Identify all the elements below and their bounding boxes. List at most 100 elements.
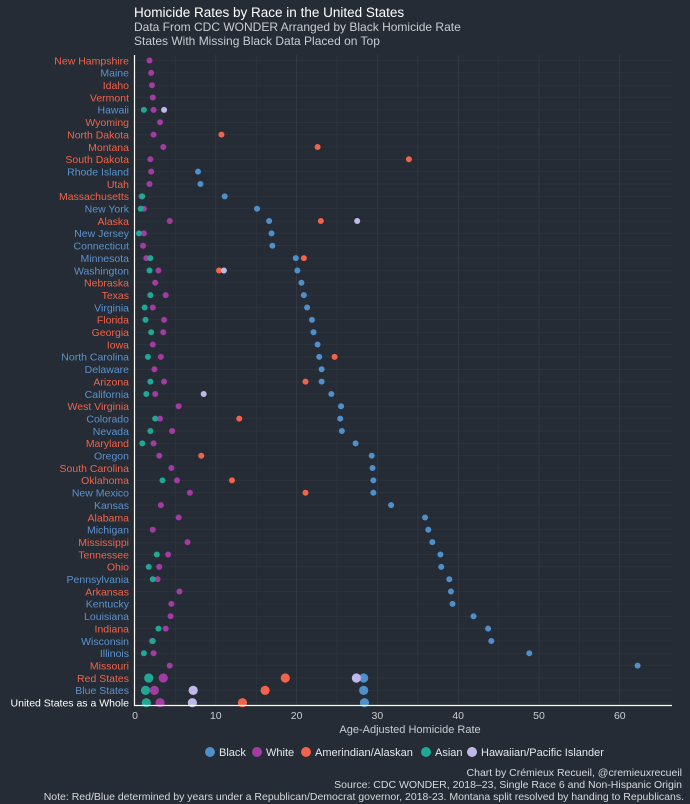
caption-note: Note: Red/Blue determined by years under…	[44, 791, 684, 803]
y-label-arkansas: Arkansas	[85, 586, 129, 598]
legend-swatch-white	[252, 747, 262, 757]
point-white-missouri	[166, 662, 173, 669]
point-white-red-states	[158, 673, 168, 683]
y-label-idaho: Idaho	[103, 80, 129, 92]
point-white-montana	[160, 143, 167, 150]
point-black-tennessee	[437, 551, 444, 558]
point-asian-arizona	[147, 378, 154, 385]
x-tick-labels: 0 10 20 30 40 50 60	[132, 710, 626, 722]
point-hawaiian-pacific-islander-alaska	[354, 218, 361, 225]
legend-label-asian: Asian	[435, 747, 463, 759]
point-black-kentucky	[449, 600, 456, 607]
y-label-blue-states: Blue States	[75, 685, 129, 697]
y-label-nebraska: Nebraska	[84, 278, 129, 290]
point-white-hawaii	[150, 106, 157, 113]
point-asian-new-jersey	[136, 230, 143, 237]
point-black-virginia	[304, 304, 311, 311]
y-label-rhode-island: Rhode Island	[67, 166, 129, 178]
point-black-south-carolina	[369, 465, 376, 472]
point-amerindian-alaskan-south-dakota	[405, 156, 412, 163]
point-black-minnesota	[292, 255, 299, 262]
point-black-louisiana	[470, 613, 477, 620]
point-black-california	[328, 390, 335, 397]
y-label-minnesota: Minnesota	[81, 253, 130, 265]
grid-lines	[135, 55, 672, 705]
point-asian-tennessee	[153, 551, 160, 558]
y-label-vermont: Vermont	[90, 92, 129, 104]
point-black-mississippi	[429, 539, 436, 546]
point-white-pennsylvania	[154, 576, 161, 583]
point-asian-maryland	[139, 440, 146, 447]
point-asian-florida	[142, 316, 149, 323]
legend-swatch-black	[205, 747, 215, 757]
y-label-pennsylvania: Pennsylvania	[67, 574, 130, 586]
point-white-south-dakota	[147, 156, 154, 163]
point-amerindian-alaskan-alaska	[317, 218, 324, 225]
point-white-north-carolina	[157, 353, 164, 360]
point-asian-minnesota	[147, 255, 154, 262]
point-black-delaware	[318, 366, 325, 373]
point-white-virginia	[149, 304, 156, 311]
y-label-louisiana: Louisiana	[84, 611, 129, 623]
point-black-colorado	[337, 415, 344, 422]
point-white-new-mexico	[186, 489, 193, 496]
point-asian-massachusetts	[139, 193, 146, 200]
state-labels: New HampshireMaineIdahoVermontHawaiiWyom…	[11, 55, 130, 709]
point-asian-hawaii	[140, 106, 147, 113]
point-black-nebraska	[298, 279, 305, 286]
y-label-new-york: New York	[85, 204, 130, 216]
y-label-utah: Utah	[107, 179, 129, 191]
point-black-maryland	[352, 440, 359, 447]
point-asian-wisconsin	[149, 637, 156, 644]
point-black-florida	[308, 316, 315, 323]
y-label-indiana: Indiana	[95, 623, 130, 635]
point-black-georgia	[310, 329, 317, 336]
point-white-tennessee	[165, 551, 172, 558]
point-white-washington	[155, 267, 162, 274]
point-black-wisconsin	[488, 637, 495, 644]
y-label-texas: Texas	[102, 290, 129, 302]
point-asian-georgia	[148, 329, 155, 336]
point-white-maine	[148, 69, 155, 76]
point-amerindian-alaskan-oklahoma	[228, 477, 235, 484]
y-label-georgia: Georgia	[92, 327, 130, 339]
point-white-west-virginia	[175, 403, 182, 410]
y-label-oregon: Oregon	[94, 451, 129, 463]
point-white-utah	[146, 181, 153, 187]
point-asian-oklahoma	[159, 477, 166, 484]
x-tick-20: 20	[291, 710, 303, 722]
chart-title: Homicide Rates by Race in the United Sta…	[134, 5, 404, 20]
point-amerindian-alaskan-blue-states	[260, 685, 270, 695]
point-amerindian-alaskan-colorado	[236, 415, 243, 422]
point-asian-pennsylvania	[149, 576, 156, 583]
point-black-alaska	[266, 218, 273, 225]
point-amerindian-alaskan-north-dakota	[218, 131, 225, 138]
y-label-kentucky: Kentucky	[86, 599, 130, 611]
y-label-wyoming: Wyoming	[85, 117, 129, 129]
point-asian-blue-states	[140, 685, 151, 695]
y-label-united-states-as-a-whole: United States as a Whole	[11, 698, 130, 710]
point-black-washington	[294, 267, 301, 274]
point-white-vermont	[149, 94, 156, 101]
y-label-montana: Montana	[88, 142, 129, 154]
point-black-ohio	[438, 563, 445, 570]
point-black-north-carolina	[316, 353, 323, 360]
point-hawaiian-pacific-islander-washington	[220, 267, 227, 274]
point-black-texas	[300, 292, 307, 299]
point-hawaiian-pacific-islander-red-states	[351, 673, 361, 683]
y-label-nevada: Nevada	[93, 426, 129, 438]
point-white-oregon	[156, 452, 163, 459]
point-black-pennsylvania	[446, 576, 453, 583]
y-label-illinois: Illinois	[100, 648, 129, 660]
point-black-rhode-island	[195, 168, 202, 175]
y-label-west-virginia: West Virginia	[68, 401, 130, 413]
point-asian-colorado	[152, 415, 159, 422]
legend-label-white: White	[266, 747, 294, 759]
point-white-north-dakota	[150, 131, 157, 138]
point-black-missouri	[634, 662, 641, 669]
y-label-massachusetts: Massachusetts	[59, 191, 129, 203]
point-amerindian-alaskan-montana	[314, 143, 321, 150]
point-black-michigan	[425, 526, 432, 533]
point-asian-red-states	[144, 673, 154, 683]
